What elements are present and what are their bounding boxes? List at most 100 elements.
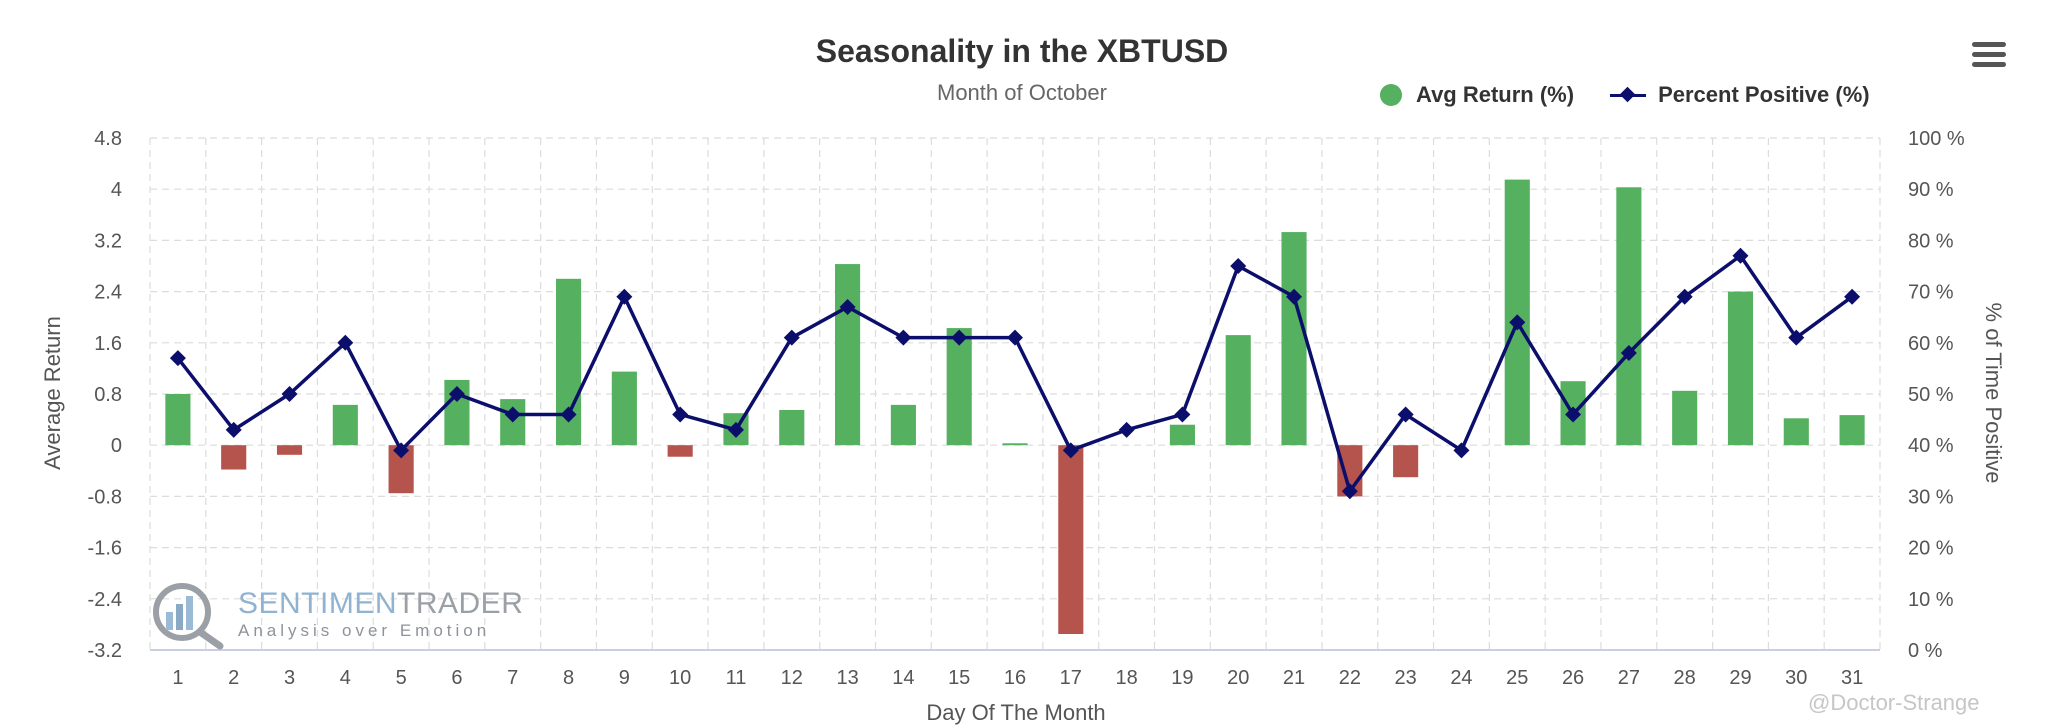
percent-positive-point [727,421,744,438]
percent-positive-point [281,386,298,402]
chart-title: Seasonality in the XBTUSD [816,33,1229,69]
y-left-tick-label: 4.8 [94,128,122,150]
x-tick-label: 18 [1115,667,1137,689]
percent-positive-point [895,329,912,346]
y-left-tick-label: 3.2 [94,230,122,252]
hamburger-menu-icon[interactable] [1972,42,2006,72]
percent-positive-point [1230,258,1247,274]
percent-positive-point [1341,483,1358,500]
x-tick-label: 30 [1785,667,1807,689]
percent-positive-point [672,406,689,423]
y-right-tick-label: 70 % [1908,282,1954,304]
x-tick-label: 24 [1450,667,1472,689]
avg-return-bar [1058,445,1084,634]
x-tick-label: 7 [507,667,518,689]
y-axis-left-label: Average Return [40,316,65,470]
avg-return-bar [221,445,247,470]
legend-label-avg-return: Avg Return (%) [1416,82,1575,107]
x-tick-label: 25 [1506,667,1528,689]
percent-positive-point [783,329,800,346]
avg-return-bar [1225,335,1251,446]
y-left-tick-label: 0 [111,435,122,457]
percent-positive-point [225,421,242,438]
percent-positive-point [1118,421,1135,438]
percent-positive-point [1062,442,1079,459]
x-tick-label: 12 [781,667,803,689]
x-axis-label: Day Of The Month [926,700,1105,725]
watermark-tagline: Analysis over Emotion [238,621,491,640]
percent-positive-point [169,350,186,367]
x-tick-label: 31 [1841,667,1863,689]
avg-return-bar [1393,445,1419,478]
avg-return-bar [779,410,805,446]
x-tick-label: 6 [451,667,462,689]
percent-positive-point [1565,406,1582,423]
y-left-tick-label: 2.4 [94,282,122,304]
percent-positive-point [1397,406,1414,423]
avg-return-bar [1281,232,1307,446]
avg-return-bar [1672,390,1698,446]
avg-return-bar [1504,179,1530,446]
y-right-tick-label: 80 % [1908,230,1954,252]
y-right-tick-label: 40 % [1908,435,1954,457]
y-left-tick-label: 4 [111,179,122,201]
x-tick-label: 3 [284,667,295,689]
percent-positive-point [616,288,633,305]
percent-positive-point [393,442,410,459]
x-tick-label: 15 [948,667,970,689]
percent-positive-point [1676,288,1693,305]
avg-return-bar [667,445,693,457]
y-axis-right-label: % of Time Positive [1981,303,2006,484]
percent-positive-point [951,329,968,346]
y-left-tick-label: -2.4 [88,589,122,611]
y-right-tick-label: 100 % [1908,128,1965,150]
avg-return-bar [1839,415,1865,446]
legend-item-avg-return[interactable]: Avg Return (%) [1380,82,1574,108]
avg-return-bar [165,394,191,446]
x-tick-label: 16 [1004,667,1026,689]
x-tick-label: 11 [726,667,747,689]
legend-item-percent-positive[interactable]: Percent Positive (%) [1610,82,1870,108]
chart-subtitle: Month of October [937,80,1107,105]
x-tick-label: 27 [1618,667,1640,689]
x-tick-label: 2 [228,667,239,689]
avg-return-bar [1169,424,1195,446]
x-tick-label: 1 [172,667,183,689]
x-tick-label: 5 [396,667,407,689]
y-right-tick-label: 50 % [1908,384,1954,406]
x-tick-label: 8 [563,667,574,689]
avg-return-bar [332,404,358,446]
watermark: SENTIMENTRADER Analysis over Emotion [148,578,523,650]
avg-return-bar [1783,418,1809,446]
x-tick-label: 23 [1395,667,1417,689]
avg-return-bar [946,328,972,446]
percent-positive-point [1509,314,1526,331]
diamond-line-icon [1610,84,1647,106]
percent-positive-point [1007,329,1023,346]
x-tick-label: 26 [1562,667,1584,689]
x-tick-label: 9 [619,667,630,689]
x-tick-label: 17 [1060,667,1082,689]
y-right-tick-label: 0 % [1908,640,1943,662]
percent-positive-line [169,247,1861,500]
x-tick-label: 22 [1339,667,1361,689]
avg-return-bars [165,179,1865,634]
y-right-tick-label: 60 % [1908,333,1954,355]
avg-return-bar [890,404,916,446]
percent-positive-point [1788,329,1805,346]
author-credit: @Doctor-Strange [1808,690,1980,715]
x-tick-label: 4 [340,667,351,689]
avg-return-bar [1616,187,1642,446]
y-left-tick-label: 0.8 [94,384,122,406]
y-left-tick-label: -0.8 [88,486,122,508]
percent-positive-point [1286,288,1303,305]
grid-lines [149,137,1881,651]
avg-return-bar [611,371,637,446]
percent-positive-point [337,334,354,351]
legend-label-percent-positive: Percent Positive (%) [1658,82,1870,107]
x-tick-label: 13 [836,667,858,689]
legend: Avg Return (%) Percent Positive (%) [1380,82,1906,108]
percent-positive-point [560,406,577,423]
percent-positive-point [1732,247,1749,264]
